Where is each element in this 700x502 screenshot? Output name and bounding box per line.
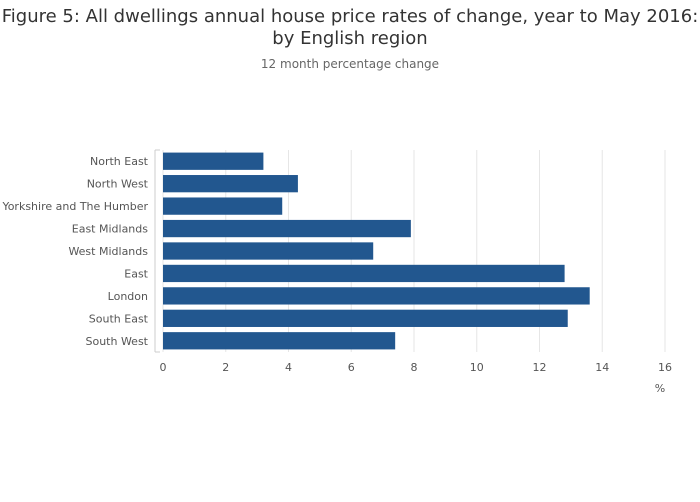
chart-subtitle: 12 month percentage change [260, 57, 440, 71]
bar [163, 152, 264, 170]
x-tick-label: 2 [222, 361, 229, 374]
category-label: South West [85, 335, 148, 348]
x-tick-label: 4 [285, 361, 292, 374]
bar [163, 332, 396, 350]
x-tick-label: 6 [348, 361, 355, 374]
bar [163, 242, 374, 260]
x-tick-label: 0 [160, 361, 167, 374]
x-tick-label: 12 [533, 361, 547, 374]
category-label: North West [87, 178, 149, 191]
chart-title: Figure 5: All dwellings annual house pri… [1, 6, 699, 49]
category-label: London [108, 290, 148, 303]
x-tick-label: 8 [411, 361, 418, 374]
bar [163, 219, 411, 238]
bar [163, 287, 590, 305]
category-label: East [124, 267, 148, 280]
category-label: East Midlands [72, 223, 149, 236]
category-label: North East [90, 155, 149, 168]
category-label: West Midlands [68, 245, 148, 258]
bar [163, 264, 565, 283]
bar [163, 309, 568, 327]
x-axis-unit-label: % [655, 382, 665, 395]
x-tick-label: 10 [470, 361, 484, 374]
x-tick-label: 16 [658, 361, 672, 374]
category-label: Yorkshire and The Humber [1, 200, 148, 213]
bar [163, 197, 283, 215]
x-tick-label: 14 [595, 361, 609, 374]
category-label: South East [89, 312, 149, 325]
bar [163, 175, 298, 193]
